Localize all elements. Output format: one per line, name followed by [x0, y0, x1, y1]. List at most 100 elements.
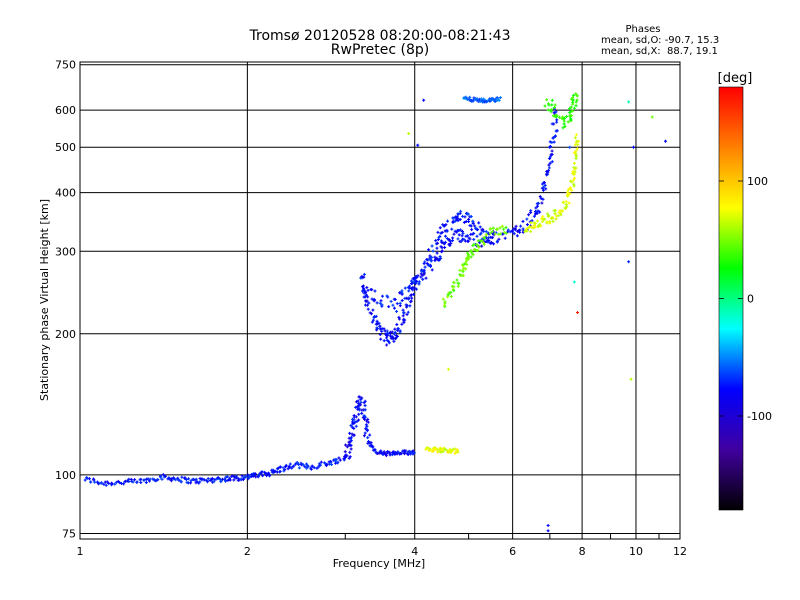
data-point: [563, 116, 567, 120]
data-point: [189, 479, 193, 483]
data-point: [382, 450, 386, 454]
data-point: [385, 343, 389, 347]
data-point: [343, 450, 347, 454]
colorbar-title: [deg]: [718, 71, 753, 86]
data-point: [283, 468, 287, 472]
data-point: [144, 481, 148, 485]
data-point: [278, 469, 282, 473]
data-point: [431, 446, 435, 450]
data-point: [490, 235, 494, 239]
data-point: [459, 239, 463, 243]
data-point: [414, 287, 418, 291]
data-point: [429, 259, 433, 263]
data-point: [480, 244, 484, 248]
data-point: [447, 238, 451, 242]
data-point: [551, 136, 555, 140]
data-point: [521, 219, 525, 223]
data-point: [384, 454, 388, 458]
data-point: [488, 231, 492, 235]
data-point: [309, 467, 313, 471]
data-point: [366, 417, 370, 421]
grid-lines: [80, 62, 680, 539]
data-point: [531, 226, 535, 230]
data-point: [316, 466, 320, 470]
data-point: [391, 303, 395, 307]
data-point: [369, 441, 373, 445]
data-point: [518, 228, 522, 232]
data-point: [122, 482, 126, 486]
data-point: [359, 400, 363, 404]
data-point: [575, 94, 579, 98]
data-point: [243, 475, 247, 479]
data-point: [290, 466, 294, 470]
data-point: [433, 255, 437, 259]
data-point: [506, 228, 510, 232]
data-point: [440, 240, 444, 244]
data-point: [434, 239, 438, 243]
data-point: [435, 251, 439, 255]
data-point: [424, 276, 428, 280]
y-axis-label: Stationary phase Virtual Height [km]: [38, 199, 51, 401]
data-point: [398, 301, 402, 305]
data-point: [445, 236, 449, 240]
data-point: [446, 367, 450, 371]
data-point: [456, 281, 460, 285]
data-point: [354, 415, 358, 419]
data-point: [172, 477, 176, 481]
data-point: [371, 318, 375, 322]
data-point: [409, 299, 413, 303]
data-point: [370, 297, 374, 301]
data-point: [529, 230, 533, 234]
data-point: [574, 166, 578, 170]
data-point: [469, 224, 473, 228]
data-point: [364, 293, 368, 297]
data-point: [572, 93, 576, 97]
data-point: [291, 465, 295, 469]
data-point: [232, 478, 236, 482]
data-point: [206, 477, 210, 481]
data-point: [568, 187, 572, 191]
data-point: [365, 429, 369, 433]
phases-header: Phases: [625, 24, 660, 35]
data-point: [545, 220, 549, 224]
data-point: [388, 334, 392, 338]
data-point: [180, 475, 184, 479]
data-point: [525, 223, 529, 227]
data-point: [555, 113, 559, 117]
data-point: [194, 477, 198, 481]
data-point: [373, 448, 377, 452]
data-point: [360, 408, 364, 412]
data-point: [436, 230, 440, 234]
data-point: [362, 434, 366, 438]
data-point: [93, 480, 97, 484]
data-point: [392, 332, 396, 336]
data-point: [458, 268, 462, 272]
data-point: [378, 324, 382, 328]
data-point: [447, 292, 451, 296]
data-point: [389, 299, 393, 303]
data-point: [412, 280, 416, 284]
data-point: [572, 182, 576, 186]
data-point: [375, 326, 379, 330]
data-point: [393, 327, 397, 331]
data-point: [563, 124, 567, 128]
data-point: [441, 223, 445, 227]
data-point: [572, 161, 576, 165]
data-point: [406, 297, 410, 301]
data-point: [430, 244, 434, 248]
data-point: [550, 122, 554, 126]
data-point: [225, 475, 229, 479]
data-point: [356, 407, 360, 411]
data-point: [373, 289, 377, 293]
data-point: [564, 200, 568, 204]
data-point: [515, 234, 519, 238]
data-point: [443, 234, 447, 238]
data-point: [401, 314, 405, 318]
data-point: [379, 299, 383, 303]
data-point: [451, 216, 455, 220]
data-point: [330, 463, 334, 467]
data-point: [551, 219, 555, 223]
data-point: [365, 303, 369, 307]
data-point: [546, 108, 550, 112]
data-point: [571, 96, 575, 100]
